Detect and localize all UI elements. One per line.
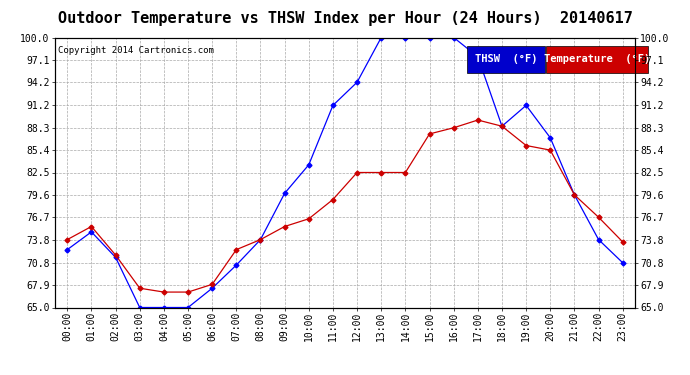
Text: THSW  (°F): THSW (°F) (475, 54, 537, 64)
Text: Temperature  (°F): Temperature (°F) (544, 54, 650, 64)
Text: Outdoor Temperature vs THSW Index per Hour (24 Hours)  20140617: Outdoor Temperature vs THSW Index per Ho… (57, 11, 633, 26)
Bar (546, 46, 647, 73)
Text: Copyright 2014 Cartronics.com: Copyright 2014 Cartronics.com (58, 46, 214, 55)
Bar (466, 46, 545, 73)
